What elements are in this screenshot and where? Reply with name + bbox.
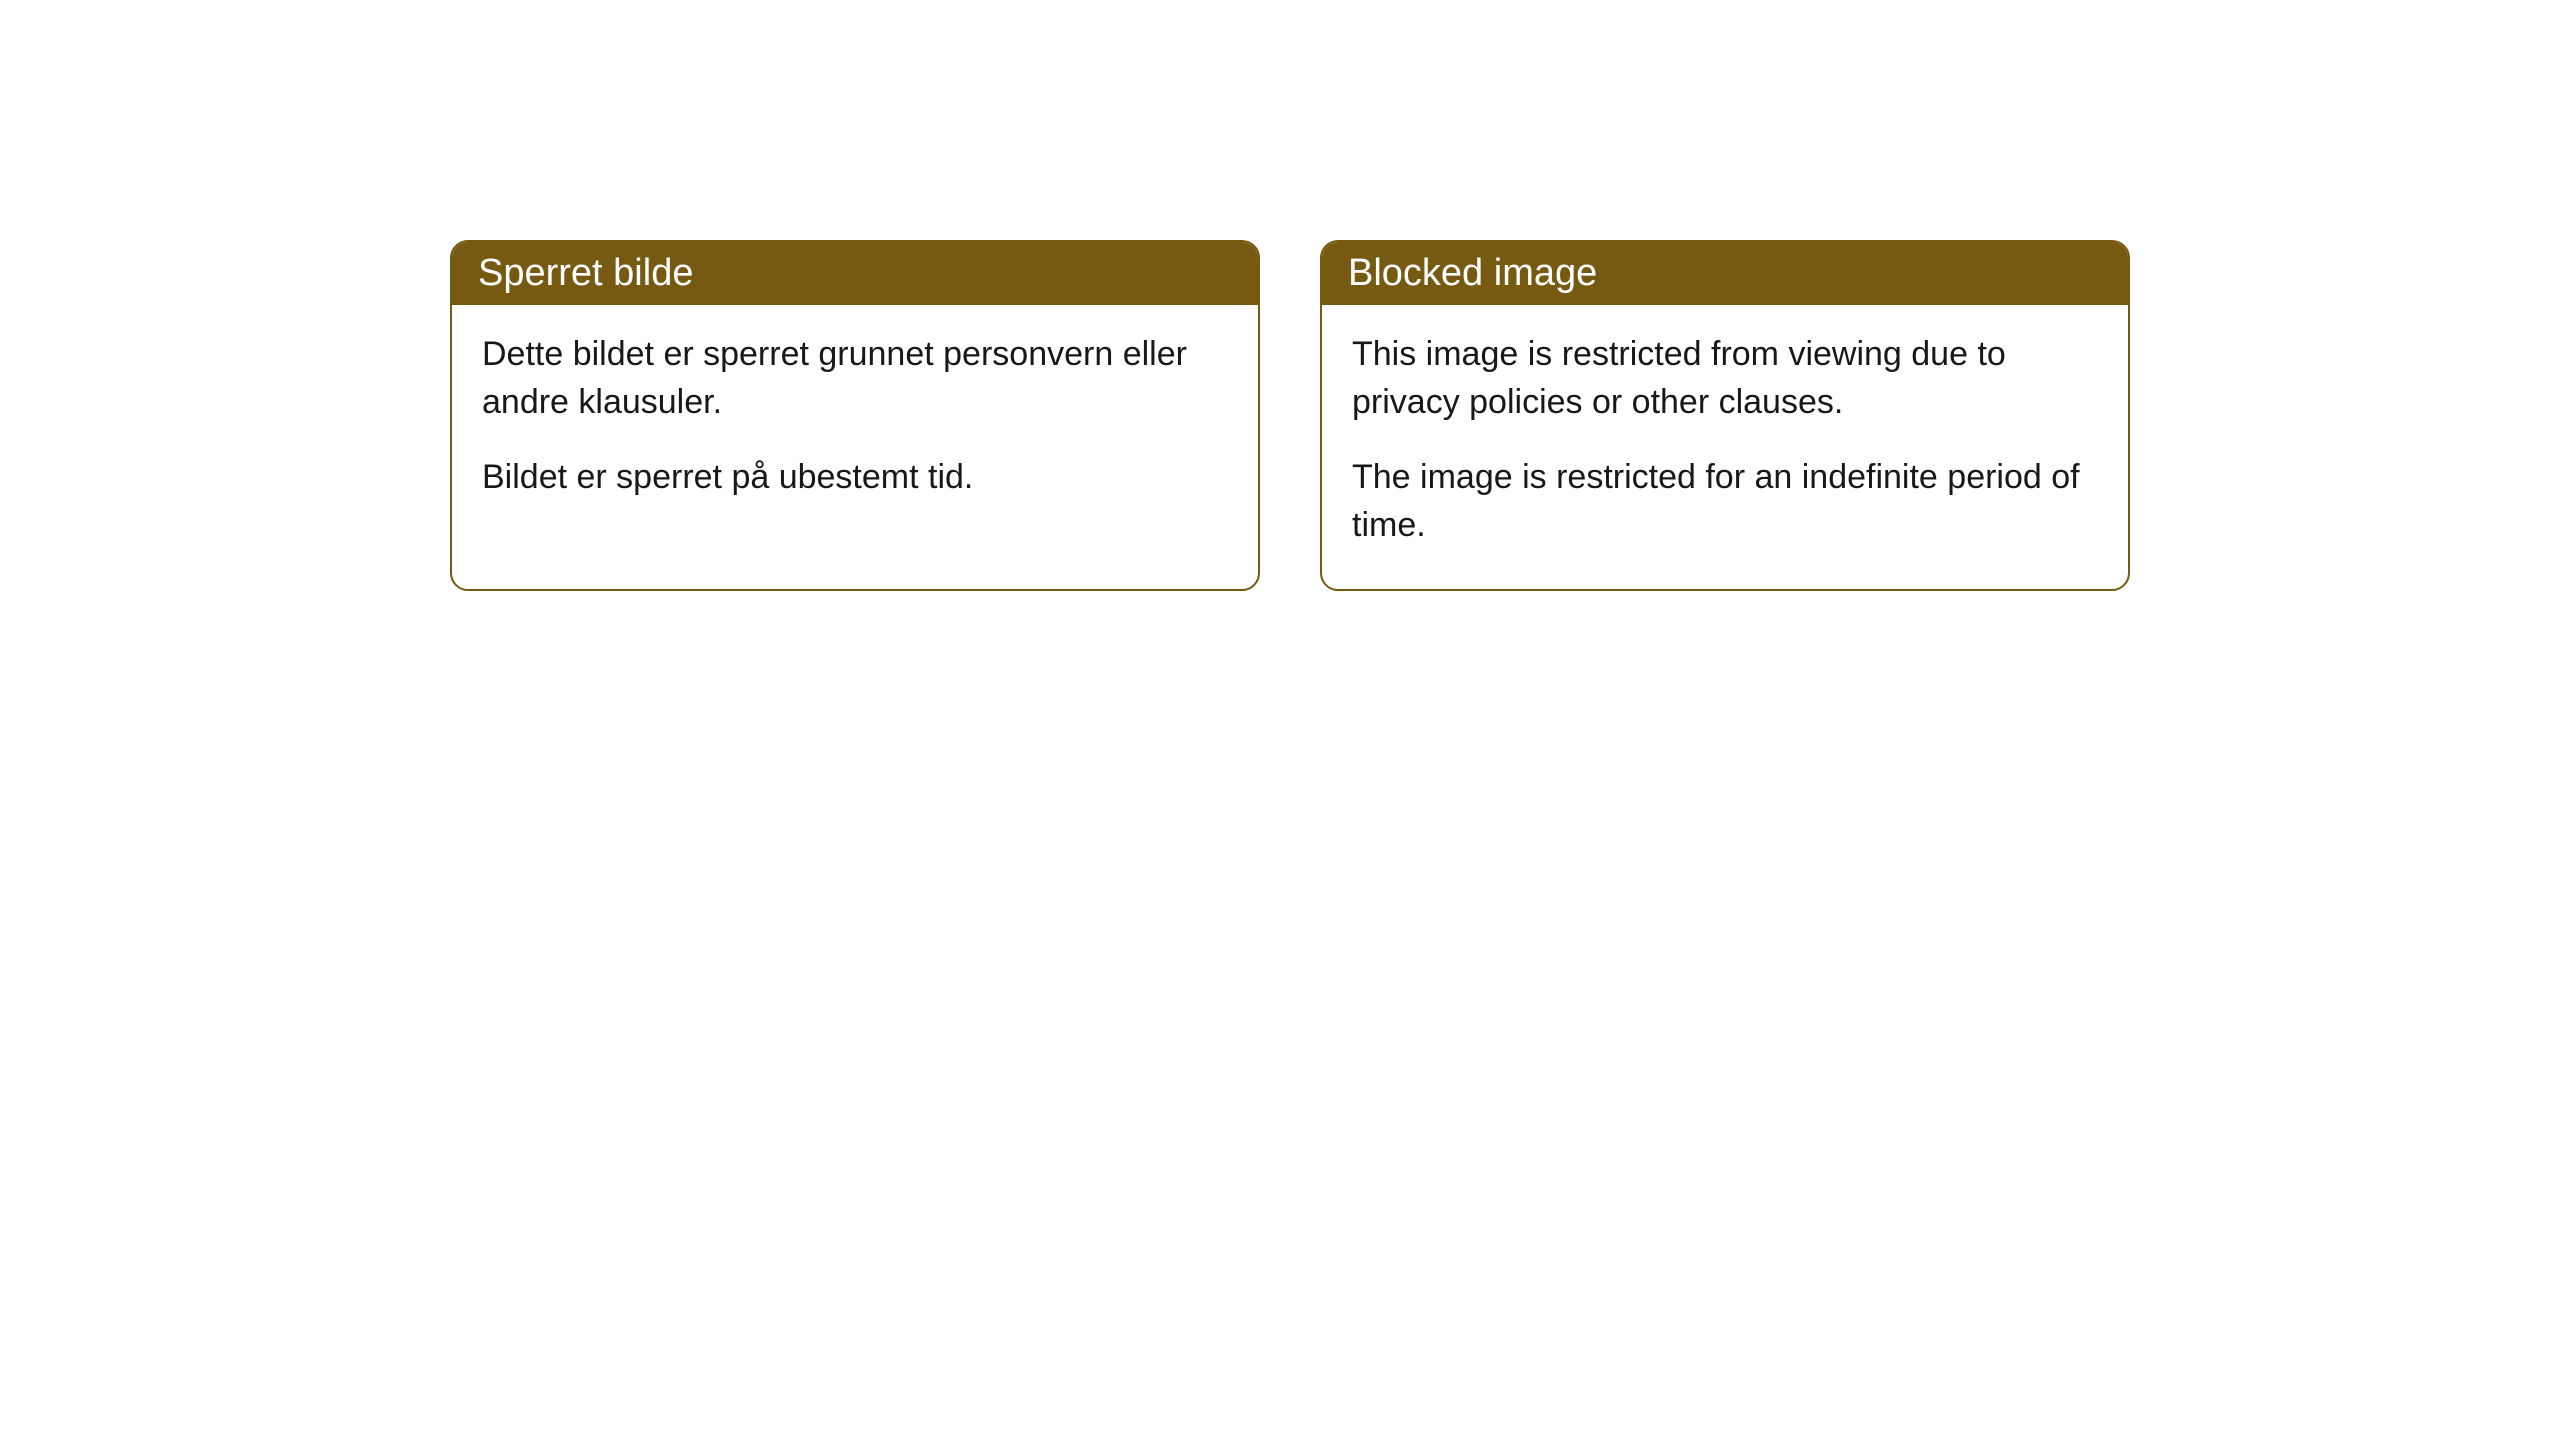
card-paragraph: Bildet er sperret på ubestemt tid. xyxy=(482,454,1228,502)
notice-card-english: Blocked image This image is restricted f… xyxy=(1320,240,2130,591)
card-body-english: This image is restricted from viewing du… xyxy=(1322,305,2128,589)
card-header-english: Blocked image xyxy=(1322,242,2128,305)
card-title: Blocked image xyxy=(1348,252,1597,294)
card-body-norwegian: Dette bildet er sperret grunnet personve… xyxy=(452,305,1258,542)
card-paragraph: Dette bildet er sperret grunnet personve… xyxy=(482,331,1228,426)
card-paragraph: This image is restricted from viewing du… xyxy=(1352,331,2098,426)
card-header-norwegian: Sperret bilde xyxy=(452,242,1258,305)
notice-card-norwegian: Sperret bilde Dette bildet er sperret gr… xyxy=(450,240,1260,591)
notice-cards-container: Sperret bilde Dette bildet er sperret gr… xyxy=(450,240,2560,591)
card-title: Sperret bilde xyxy=(478,252,693,294)
card-paragraph: The image is restricted for an indefinit… xyxy=(1352,454,2098,549)
